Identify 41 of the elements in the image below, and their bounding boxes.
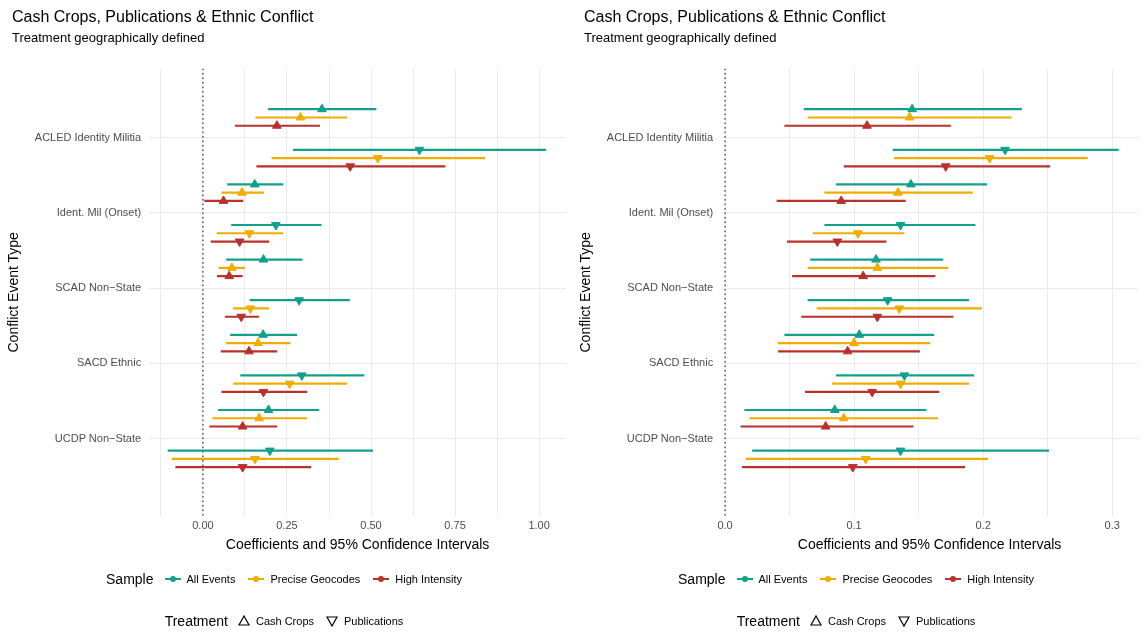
y-tick-label: ACLED Identity Militia [34, 130, 143, 143]
chart-subtitle: Treatment geographically defined [12, 30, 206, 45]
x-tick-label: 0.1 [846, 518, 862, 531]
text: Publications [916, 614, 976, 627]
legend-title: Sample [678, 571, 726, 587]
legend-label: High Intensity [967, 573, 1034, 585]
legend-label: All Events [186, 573, 236, 585]
y-tick-label: Ident. Mil (Onset) [628, 206, 714, 218]
text: Treatment [736, 612, 800, 629]
y-tick-label: SACD Ethnic [648, 356, 714, 369]
y-tick-label: ACLED Identity Militia [606, 130, 715, 143]
x-tick-label: 0.2 [975, 518, 991, 531]
chart-subtitle: Treatment geographically defined [584, 30, 778, 45]
x-tick-label: 0.25 [276, 518, 298, 531]
x-tick-label: 0.75 [444, 518, 466, 531]
legend-label: Precise Geocodes [842, 573, 933, 585]
legend-label: Precise Geocodes [270, 573, 361, 585]
x-axis-title: Coefficients and 95% Confidence Intervals [225, 536, 490, 553]
x-axis-title: Coefficients and 95% Confidence Intervals [797, 536, 1062, 553]
chart-title: Cash Crops, Publications & Ethnic Conflict [12, 8, 315, 26]
x-tick-label: 1.00 [528, 518, 550, 531]
x-tick-label: 0.0 [717, 518, 733, 531]
text: Treatment [164, 612, 228, 629]
text: Publications [344, 614, 404, 627]
legend-label: High Intensity [395, 573, 462, 585]
y-tick-label: UCDP Non−State [54, 431, 142, 444]
legend-title: Sample [106, 571, 154, 587]
y-tick-label: SCAD Non−State [55, 281, 142, 294]
y-axis-title: Conflict Event Type [577, 231, 594, 353]
y-tick-label: Ident. Mil (Onset) [56, 206, 142, 218]
x-tick-label: 0.00 [192, 518, 214, 531]
x-tick-label: 0.50 [360, 518, 382, 531]
text: Cash Crops [255, 614, 315, 627]
x-tick-label: 0.3 [1104, 518, 1120, 531]
y-tick-label: UCDP Non−State [626, 431, 714, 444]
y-tick-label: SCAD Non−State [627, 281, 714, 294]
y-axis-title: Conflict Event Type [5, 231, 22, 353]
chart-title: Cash Crops, Publications & Ethnic Conflict [584, 8, 887, 26]
y-tick-label: SACD Ethnic [76, 356, 142, 369]
text: Cash Crops [827, 614, 887, 627]
legend-label: All Events [758, 573, 808, 585]
